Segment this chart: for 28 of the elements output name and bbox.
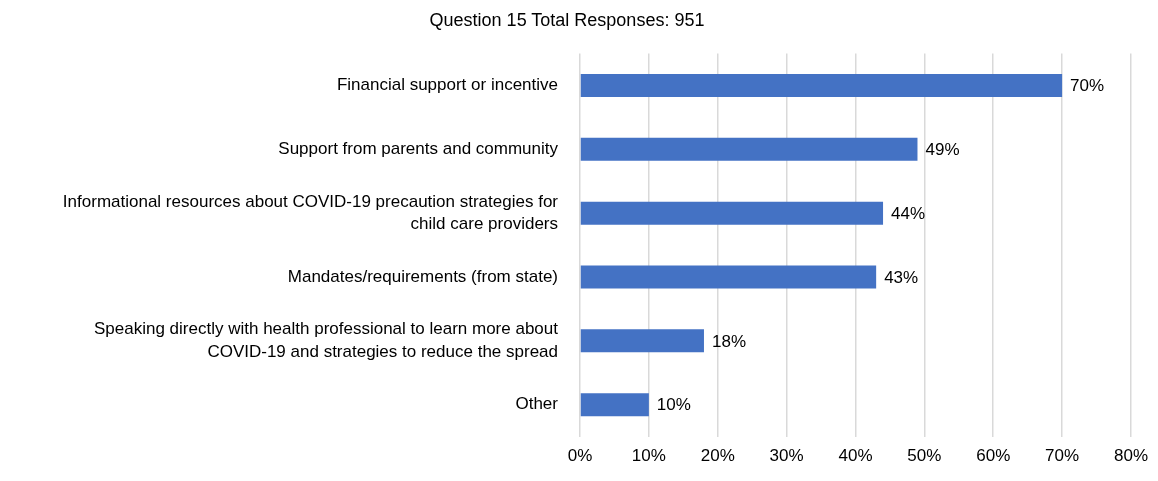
bar xyxy=(580,201,884,225)
x-tick-label: 50% xyxy=(907,446,942,466)
x-tick-label: 30% xyxy=(769,446,804,466)
bar xyxy=(580,74,1063,98)
x-tick-label: 10% xyxy=(631,446,666,466)
data-label: 10% xyxy=(656,395,691,415)
y-tick-label: Financial support or incentive xyxy=(336,75,558,95)
bar xyxy=(580,137,918,161)
x-tick-label: 80% xyxy=(1113,446,1148,466)
x-tick-label: 60% xyxy=(976,446,1011,466)
x-tick-label: 20% xyxy=(700,446,735,466)
x-tick-label: 0% xyxy=(567,446,593,466)
y-tick-label: Mandates/requirements (from state) xyxy=(287,266,558,286)
bar xyxy=(580,265,877,289)
bar xyxy=(580,393,649,417)
y-tick-label: Other xyxy=(515,394,559,414)
data-label: 44% xyxy=(891,203,926,223)
y-tick-label: Support from parents and community xyxy=(278,139,559,159)
data-label: 43% xyxy=(884,267,919,287)
data-label: 70% xyxy=(1070,76,1105,96)
x-tick-label: 70% xyxy=(1045,446,1080,466)
bar xyxy=(580,329,704,353)
x-tick-label: 40% xyxy=(838,446,873,466)
data-label: 49% xyxy=(925,140,960,160)
y-tick-label: Informational resources about COVID-19 precaution strategies for child care providers xyxy=(62,191,559,233)
y-tick-label: Speaking directly with health professional to learn more about COVID-19 and strategies to reduce the spread xyxy=(94,319,559,361)
chart-title: Question 15 Total Responses: 951 xyxy=(429,9,705,30)
data-label: 18% xyxy=(711,331,746,351)
